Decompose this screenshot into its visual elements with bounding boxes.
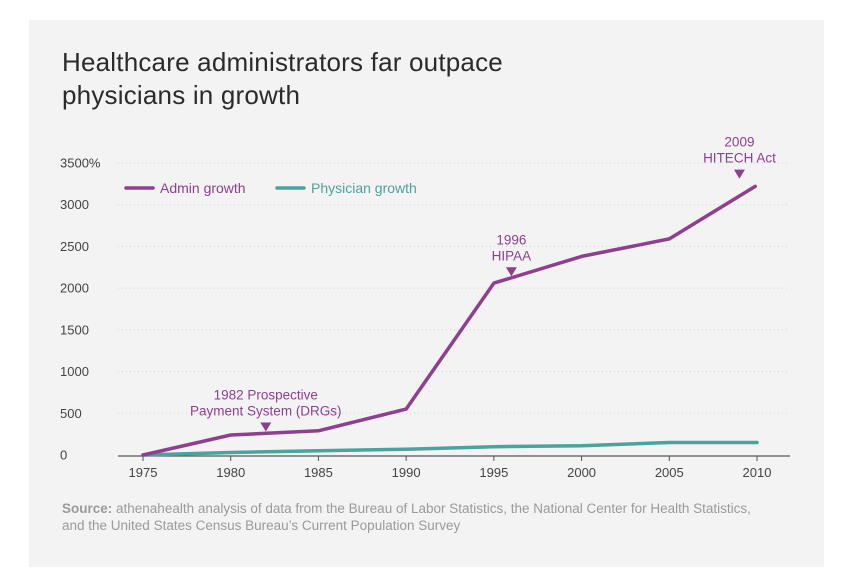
legend-label: Physician growth (311, 180, 417, 196)
annotation-label: 2009 (724, 135, 754, 150)
annotation-label: 1982 Prospective (214, 387, 318, 402)
y-tick-label: 2000 (60, 281, 89, 296)
x-tick-label: 1990 (392, 465, 421, 480)
y-tick-label: 0 (60, 448, 67, 463)
y-tick-label: 2500 (60, 239, 89, 254)
chart-title: Healthcare administrators far outpace ph… (62, 46, 662, 112)
annotation-label: 1996 (496, 232, 526, 247)
y-tick-label: 3000 (60, 197, 89, 212)
annotation-marker-icon (505, 267, 517, 277)
x-tick-label: 1985 (304, 465, 333, 480)
annotation-label: HITECH Act (703, 151, 776, 166)
chart-title-line-1: Healthcare administrators far outpace (62, 47, 503, 77)
x-tick-label: 1975 (129, 465, 158, 480)
chart-title-line-2: physicians in growth (62, 80, 301, 110)
y-tick-label: 3500% (60, 156, 101, 171)
admin-growth-line (141, 184, 757, 457)
legend-label: Admin growth (160, 180, 246, 196)
x-tick-label: 1995 (479, 465, 508, 480)
y-tick-label: 500 (60, 406, 82, 421)
x-tick-label: 1980 (216, 465, 245, 480)
annotation-label: HIPAA (492, 248, 532, 263)
source-label: Source: (62, 501, 113, 516)
physician-growth-line (141, 440, 759, 457)
source-text: athenahealth analysis of data from the B… (62, 501, 751, 533)
y-tick-label: 1500 (60, 322, 89, 337)
chart-source-note: Source: athenahealth analysis of data fr… (62, 500, 762, 534)
annotation-marker-icon (260, 422, 272, 432)
y-tick-label: 1000 (60, 364, 89, 379)
annotation-marker-icon (733, 169, 745, 179)
annotation-label: Payment System (DRGs) (190, 403, 342, 418)
x-tick-label: 2010 (743, 465, 772, 480)
x-tick-label: 2000 (567, 465, 596, 480)
chart-card: Healthcare administrators far outpace ph… (29, 20, 824, 567)
x-tick-label: 2005 (655, 465, 684, 480)
